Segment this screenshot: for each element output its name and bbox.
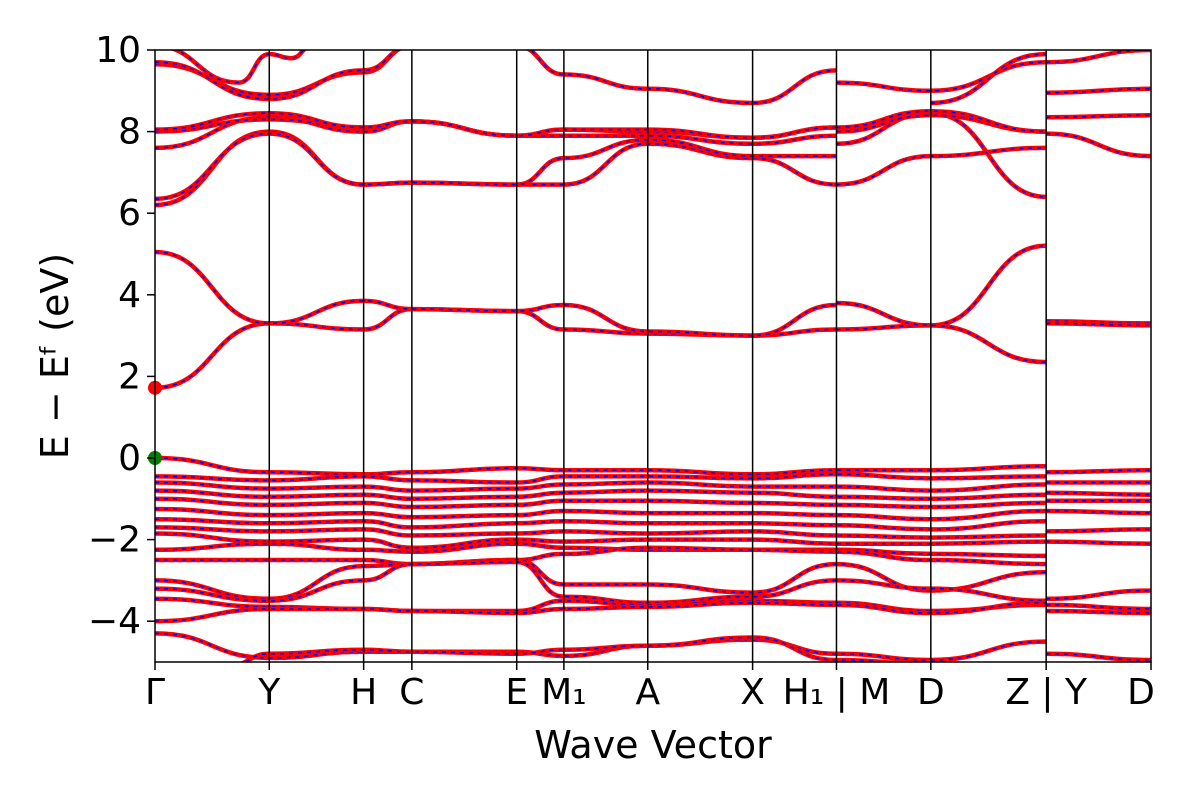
y-axis-label: E − Eᶠ (eV) — [33, 253, 77, 459]
band-5-dash — [1046, 322, 1151, 327]
band-41-dash — [1046, 469, 1151, 474]
band-27-dash — [155, 489, 1047, 500]
band-30-dash — [155, 518, 1047, 531]
band-51-dash — [1046, 653, 1151, 661]
x-tick-label: D — [1127, 672, 1155, 713]
band-48 — [1046, 588, 1151, 602]
band-46-dash — [1046, 528, 1151, 533]
band-48-dash — [1046, 589, 1151, 600]
x-tick-label: H — [350, 672, 377, 713]
band-34-dash — [155, 546, 1047, 565]
x-tick-label: D — [917, 672, 945, 713]
band-14 — [836, 145, 1047, 187]
band-24-dash — [155, 457, 1047, 476]
x-tick-label: Γ — [145, 672, 165, 713]
band-21-dash — [1046, 114, 1151, 119]
x-ticks: Γ Y H C E M₁ A X H₁ | M D Z | Y D — [145, 662, 1155, 713]
band-49 — [1046, 602, 1151, 612]
band-39-dash — [155, 632, 1047, 661]
band-13-dash — [174, 50, 305, 84]
band-46 — [1046, 527, 1151, 534]
y-tick-label: 4 — [118, 275, 141, 316]
y-tick-label: 2 — [118, 356, 141, 397]
band-15-dash — [836, 112, 1047, 198]
band-50-dash — [1046, 610, 1151, 614]
band-45 — [1046, 508, 1151, 516]
band-41 — [1046, 467, 1151, 475]
band-47-dash — [1046, 540, 1151, 545]
x-tick-label: H₁ | M — [783, 672, 891, 713]
band-40-dash — [243, 636, 894, 662]
band-28-dash — [155, 498, 1047, 508]
band-19-dash — [930, 53, 1047, 104]
band-24 — [155, 455, 1047, 477]
band-31-dash — [155, 526, 1047, 539]
x-tick-label: Z | Y — [1005, 672, 1088, 713]
band-3 — [836, 300, 1047, 365]
band-35 — [155, 557, 1047, 602]
band-38-dash — [155, 601, 1047, 622]
band-26-dash — [155, 481, 1047, 492]
band-29-dash — [155, 508, 1047, 521]
x-tick-label: C — [399, 672, 424, 713]
band-23 — [1046, 50, 1151, 65]
x-axis-label: Wave Vector — [534, 723, 772, 767]
band-26 — [155, 480, 1047, 493]
band-36-dash — [155, 561, 1047, 604]
y-ticks: −4 −2 0 2 4 6 8 10 — [88, 30, 155, 642]
band-29 — [155, 506, 1047, 522]
band-35-dash — [155, 559, 1047, 600]
band-51 — [1046, 651, 1151, 662]
band-7-dash — [155, 132, 837, 200]
kpoint-lines — [268, 50, 1047, 662]
plot-frame — [154, 49, 1152, 663]
y-tick-label: 10 — [95, 30, 141, 71]
band-25-dash — [155, 473, 1047, 484]
band-33-dash — [155, 542, 1047, 557]
band-1 — [155, 249, 837, 338]
y-tick-label: 6 — [118, 193, 141, 234]
bands-layer — [155, 50, 1151, 662]
band-22 — [1046, 86, 1151, 96]
band-43 — [1046, 490, 1151, 497]
band-10-dash — [155, 112, 837, 139]
x-tick-label: E — [505, 672, 528, 713]
x-tick-label: M₁ — [541, 672, 587, 713]
band-43-dash — [1046, 491, 1151, 496]
x-tick-label: X — [740, 672, 765, 713]
band-11-dash — [155, 50, 837, 104]
band-3-dash — [836, 302, 1047, 363]
band-21 — [1046, 113, 1151, 120]
band-34 — [155, 545, 1047, 567]
band-50 — [1046, 608, 1151, 616]
band-49-dash — [1046, 604, 1151, 610]
band-2 — [836, 243, 1047, 332]
band-45-dash — [1046, 510, 1151, 514]
band-20-dash — [1046, 132, 1151, 157]
y-tick-label: 0 — [118, 438, 141, 479]
y-tick-label: −4 — [88, 601, 141, 642]
band-11 — [155, 50, 837, 106]
band-47 — [1046, 539, 1151, 546]
band-12-dash — [155, 50, 399, 100]
band-2-dash — [836, 245, 1047, 331]
band-32-dash — [155, 532, 1047, 549]
y-tick-label: −2 — [88, 520, 141, 561]
band-5 — [1046, 321, 1151, 328]
band-22-dash — [1046, 88, 1151, 94]
x-tick-label: A — [635, 672, 660, 713]
y-tick-label: 8 — [118, 112, 141, 153]
x-tick-label: Y — [257, 672, 281, 713]
